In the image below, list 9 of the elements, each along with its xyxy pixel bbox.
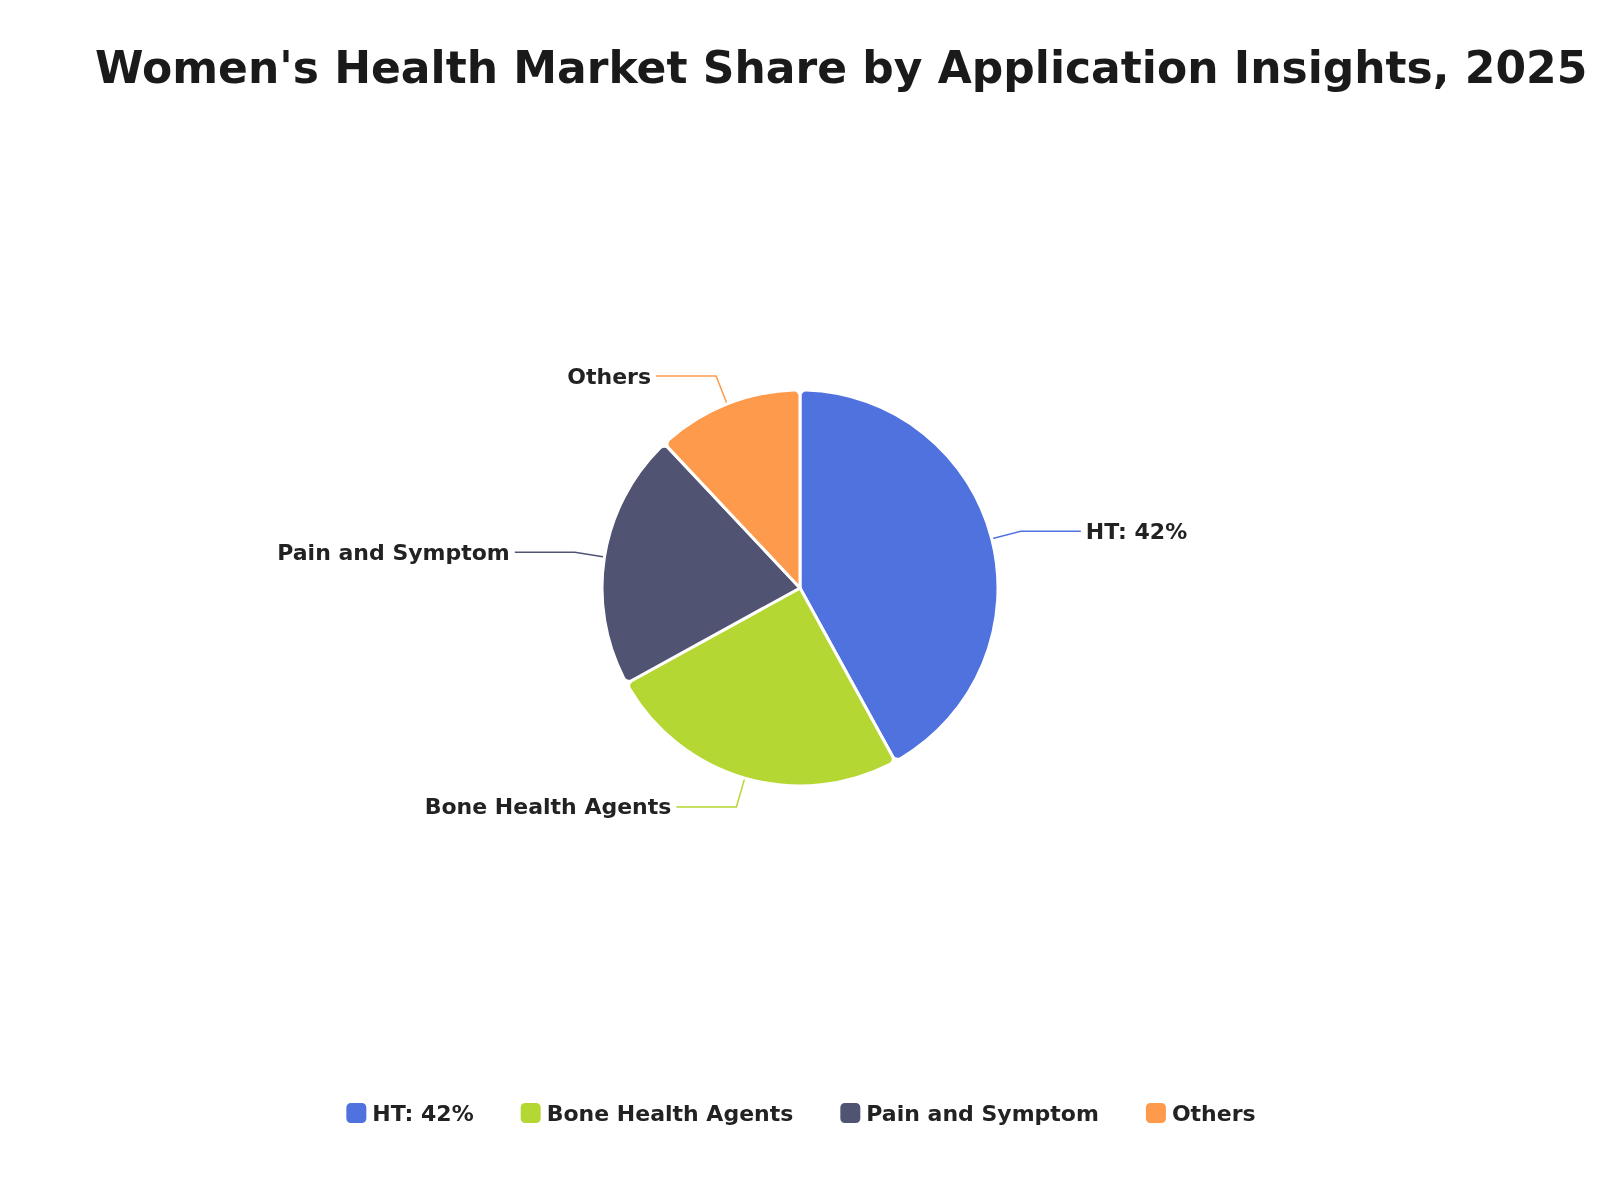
chart-title: Women's Health Market Share by Application Insights, 2025 <box>95 41 1588 93</box>
slice-label: HT: 42% <box>1085 518 1188 544</box>
slice-label: Bone Health Agents <box>424 794 672 820</box>
slice-label: Pain and Symptom <box>277 539 510 565</box>
legend-label: Bone Health Agents <box>546 1100 794 1126</box>
legend-label: Others <box>1171 1100 1256 1126</box>
legend-label: Pain and Symptom <box>866 1100 1099 1126</box>
slice-label: Others <box>567 363 652 389</box>
legend-label: HT: 42% <box>372 1100 474 1126</box>
